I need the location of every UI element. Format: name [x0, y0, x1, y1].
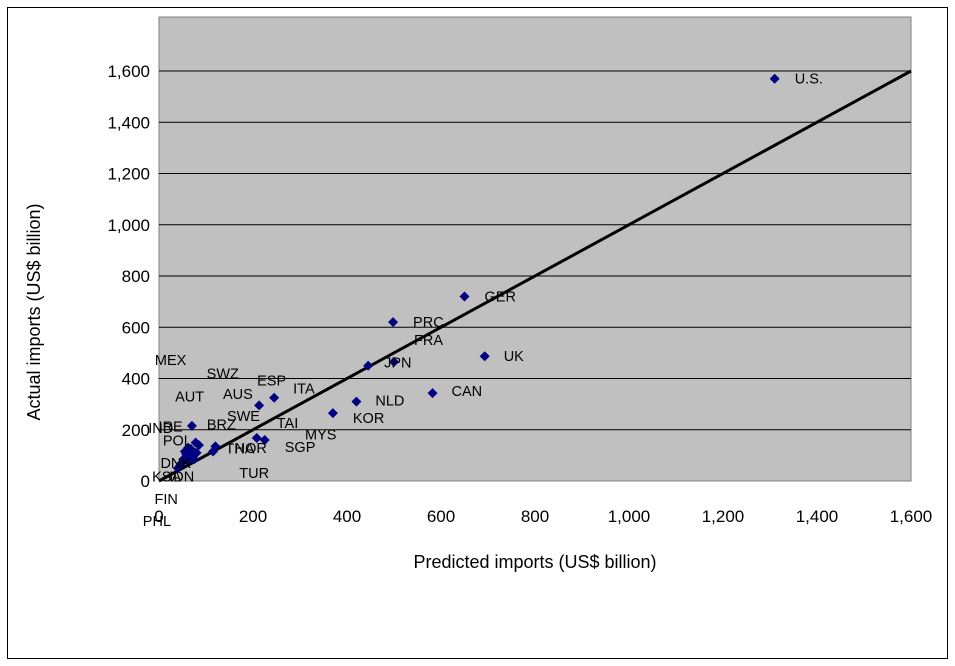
- data-point: [459, 291, 470, 302]
- point-label: MYS: [305, 428, 336, 444]
- point-label: PRC: [413, 315, 444, 331]
- data-point: [351, 396, 362, 407]
- point-label: BRZ: [207, 417, 236, 433]
- data-point: [769, 73, 780, 84]
- x-tick-label: 1,400: [796, 507, 839, 526]
- data-point: [254, 400, 265, 411]
- data-point: [389, 356, 399, 367]
- point-label: FIN: [155, 492, 178, 508]
- y-tick-label: 1,000: [107, 216, 150, 235]
- x-tick-label: 0: [154, 507, 163, 526]
- point-label: SGP: [285, 440, 316, 456]
- point-label: AUT: [175, 390, 204, 406]
- point-label: MEX: [155, 353, 187, 369]
- point-label: GER: [485, 290, 516, 306]
- point-label: SWE: [227, 409, 260, 425]
- point-label: NLD: [375, 394, 404, 410]
- y-tick-label: 400: [122, 370, 150, 389]
- y-tick-label: 1,600: [107, 62, 150, 81]
- data-point: [363, 360, 374, 371]
- y-axis-title: Actual imports (US$ billion): [24, 203, 44, 420]
- point-label: POL: [163, 434, 192, 450]
- y-tick-label: 1,200: [107, 165, 150, 184]
- y-tick-label: 800: [122, 267, 150, 286]
- point-label: CAN: [452, 384, 483, 400]
- point-label: UK: [504, 349, 524, 365]
- x-axis-title: Predicted imports (US$ billion): [413, 552, 656, 572]
- point-label: ESP: [257, 373, 286, 389]
- x-tick-label: 400: [333, 507, 361, 526]
- point-label: TUR: [239, 466, 269, 482]
- x-tick-label: 200: [239, 507, 267, 526]
- data-point: [251, 432, 262, 443]
- point-label: IND: [148, 421, 173, 437]
- data-point: [208, 446, 219, 457]
- x-tick-label: 1,600: [890, 507, 933, 526]
- point-label: JPN: [384, 356, 411, 372]
- point-label: KOR: [353, 411, 384, 427]
- data-points: [172, 73, 780, 474]
- point-label: IRE: [159, 420, 184, 436]
- y-tick-label: 200: [122, 421, 150, 440]
- data-point: [479, 351, 490, 362]
- point-label: PHL: [143, 514, 171, 530]
- point-label: FRA: [414, 333, 443, 349]
- x-tick-label: 1,200: [702, 507, 745, 526]
- x-tick-label: 800: [521, 507, 549, 526]
- data-point: [193, 440, 204, 451]
- point-label: TAI: [277, 416, 298, 432]
- data-point: [186, 420, 197, 431]
- y-tick-label: 600: [122, 318, 150, 337]
- y-tick-label: 1,400: [107, 113, 150, 132]
- data-point: [172, 463, 183, 474]
- point-label: KSA: [152, 470, 181, 486]
- x-tick-label: 600: [427, 507, 455, 526]
- plot-area: [158, 16, 912, 482]
- point-label: SWZ: [207, 367, 239, 383]
- point-label: DNK: [160, 456, 191, 472]
- data-point: [179, 446, 190, 457]
- y-tick-label: 0: [141, 472, 150, 491]
- data-point: [388, 317, 399, 328]
- point-label: U.S.: [795, 72, 823, 88]
- data-point: [427, 388, 438, 399]
- point-label: NOR: [235, 441, 267, 457]
- gridlines: [159, 70, 911, 431]
- data-point: [327, 408, 338, 419]
- data-point: [259, 435, 270, 445]
- point-label: IDN: [169, 470, 194, 486]
- point-label: THA: [225, 441, 254, 457]
- data-point: [187, 450, 198, 461]
- x-tick-labels: 0 200 400 600 800 1,000 1,200 1,400 1,600: [154, 507, 932, 526]
- point-label: ITA: [293, 382, 315, 398]
- x-tick-label: 1,000: [608, 507, 651, 526]
- data-point: [269, 392, 280, 403]
- reference-line: [158, 69, 912, 483]
- point-label: AUS: [223, 387, 253, 403]
- y-tick-labels: 0 200 400 600 800 1,000 1,200 1,400 1,600: [107, 62, 150, 491]
